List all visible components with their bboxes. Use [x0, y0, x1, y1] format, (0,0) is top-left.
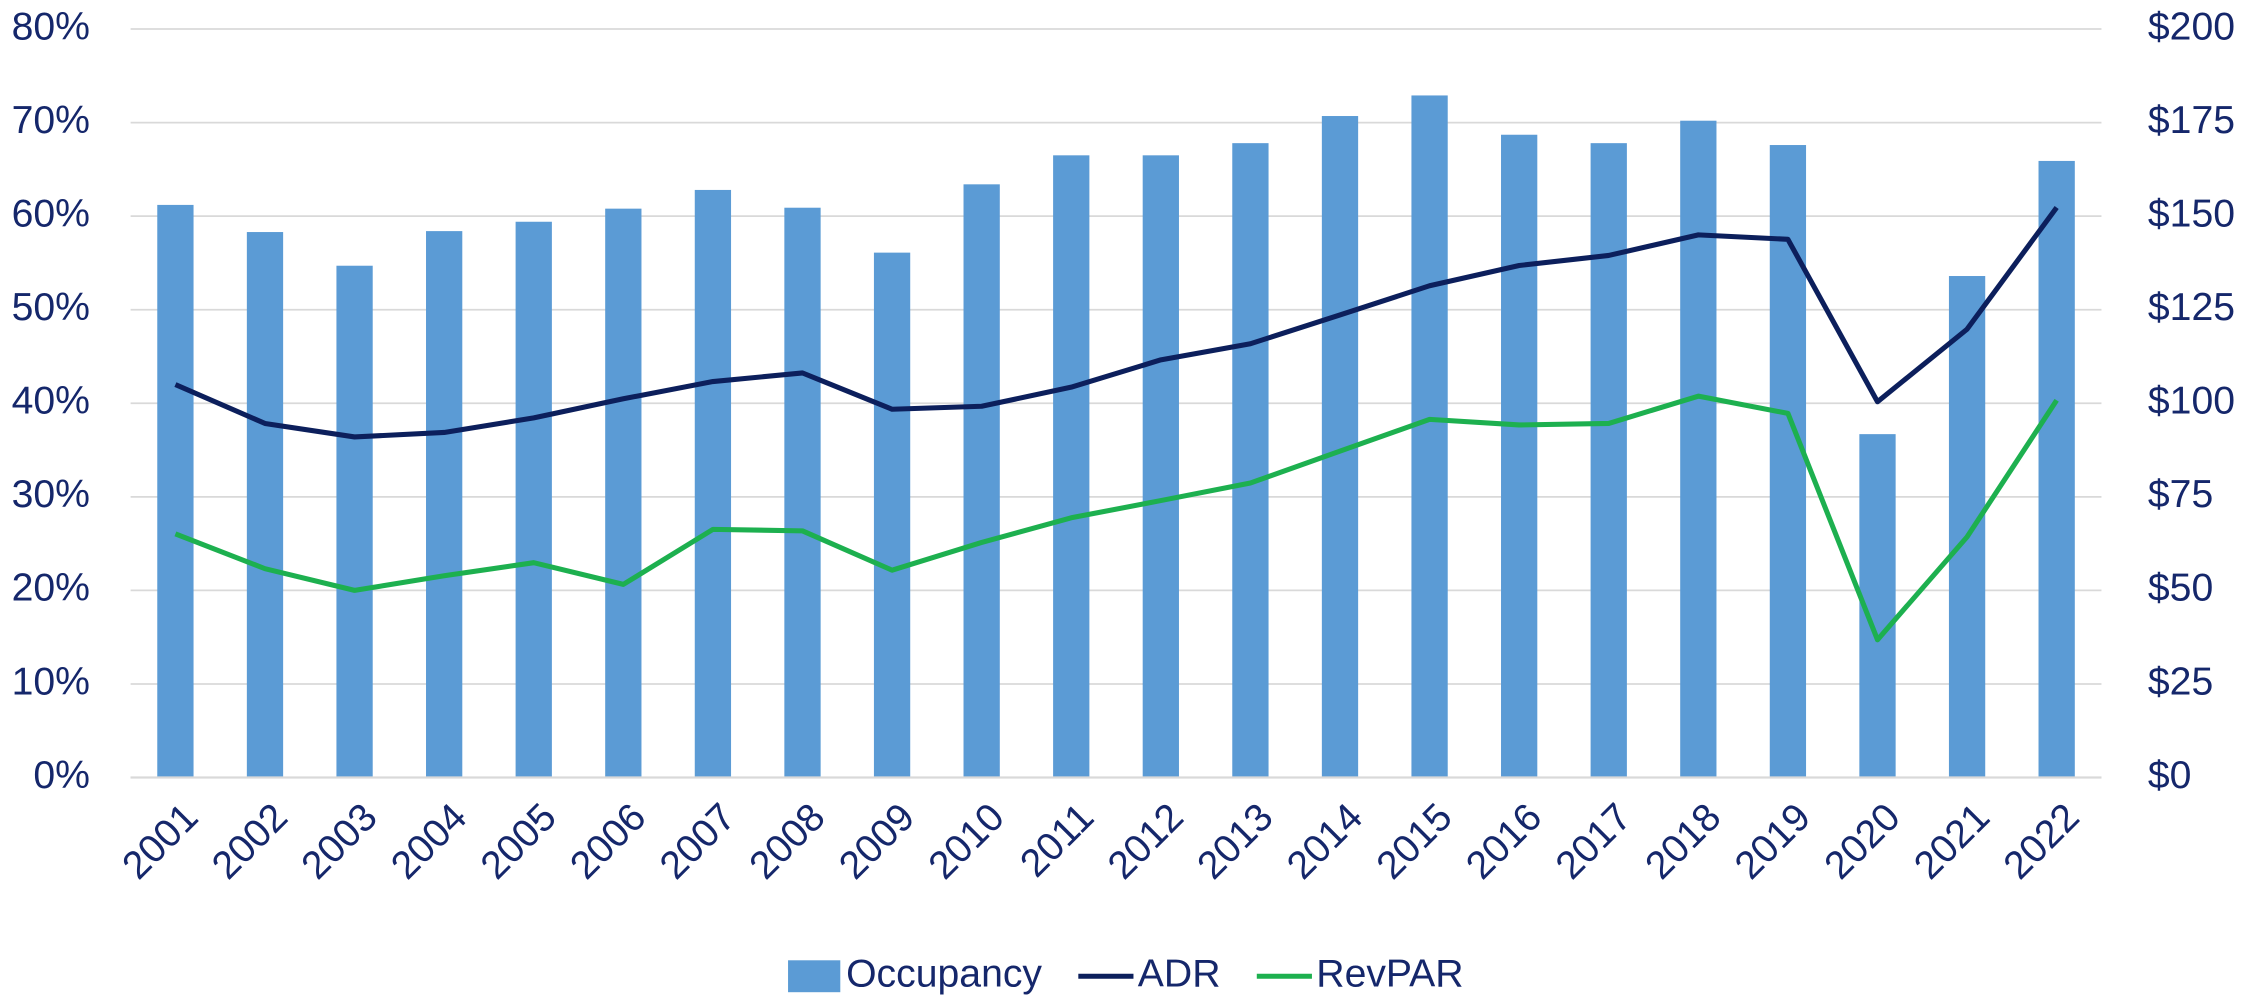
bar [1948, 276, 1986, 778]
x-tick-label: 2011 [1012, 796, 1102, 886]
bar [1053, 155, 1090, 778]
x-tick-label: 2012 [1100, 796, 1192, 888]
bar [1590, 143, 1627, 778]
x-tick-label: 2005 [473, 796, 565, 888]
y-tick-label: 40% [12, 380, 90, 423]
y2-tick-label: $200 [2148, 5, 2235, 48]
bar [157, 204, 194, 778]
x-tick-label: 2006 [562, 796, 654, 888]
bar [784, 207, 821, 778]
x-tick-label: 2007 [652, 796, 744, 888]
x-tick-label: 2008 [742, 796, 834, 888]
y2-tick-label: $150 [2148, 192, 2235, 235]
bar [963, 184, 1000, 778]
y2-tick-label: $75 [2148, 473, 2213, 516]
bar [426, 231, 463, 778]
y-tick-label: 20% [12, 567, 90, 610]
x-tick-label: 2015 [1369, 796, 1461, 888]
y-tick-label: 10% [12, 660, 90, 703]
bar [1232, 143, 1269, 778]
x-tick-label: 2001 [114, 796, 206, 888]
bar [873, 252, 911, 778]
y2-tick-label: $50 [2148, 567, 2213, 610]
x-tick-label: 2004 [383, 796, 475, 888]
line [174, 206, 2059, 440]
x-tick-label: 2022 [1996, 796, 2088, 888]
x-tick-label: 2013 [1189, 796, 1281, 888]
bar [694, 189, 732, 778]
x-tick-label: 2018 [1637, 796, 1729, 888]
bar [1142, 155, 1179, 778]
y-tick-label: 70% [12, 99, 90, 142]
legend-label: Occupancy [846, 953, 1042, 996]
x-tick-label: 2010 [921, 796, 1013, 888]
y2-tick-label: $25 [2148, 660, 2213, 703]
bar [1501, 134, 1538, 778]
line [174, 393, 2059, 643]
x-tick-label: 2009 [831, 796, 923, 888]
y2-tick-label: $125 [2148, 286, 2235, 329]
bar [515, 221, 552, 778]
bar [246, 232, 284, 778]
bar [1411, 95, 1448, 778]
x-tick-label: 2019 [1727, 796, 1819, 888]
legend-swatch [788, 960, 841, 993]
y2-tick-label: $100 [2148, 380, 2235, 423]
x-tick-label: 2003 [294, 796, 386, 888]
x-tick-label: 2020 [1817, 796, 1909, 888]
x-tick-label: 2014 [1279, 796, 1371, 888]
x-tick-label: 2017 [1548, 796, 1640, 888]
y-tick-label: 0% [33, 754, 90, 797]
bar [2038, 160, 2075, 778]
bar [1769, 145, 1807, 778]
bar [336, 265, 373, 778]
y-tick-label: 30% [12, 473, 90, 516]
bar [605, 208, 642, 778]
y-tick-label: 50% [12, 286, 90, 329]
bar [1680, 120, 1717, 778]
legend-label: ADR [1138, 953, 1221, 996]
y2-tick-label: $175 [2148, 99, 2235, 142]
y-tick-label: 80% [12, 5, 90, 48]
x-tick-label: 2021 [1906, 796, 1998, 888]
x-tick-label: 2016 [1458, 796, 1550, 888]
y2-tick-label: $0 [2148, 754, 2192, 797]
legend-label: RevPAR [1316, 953, 1463, 996]
y-tick-label: 60% [12, 192, 90, 235]
x-tick-label: 2002 [204, 796, 296, 888]
